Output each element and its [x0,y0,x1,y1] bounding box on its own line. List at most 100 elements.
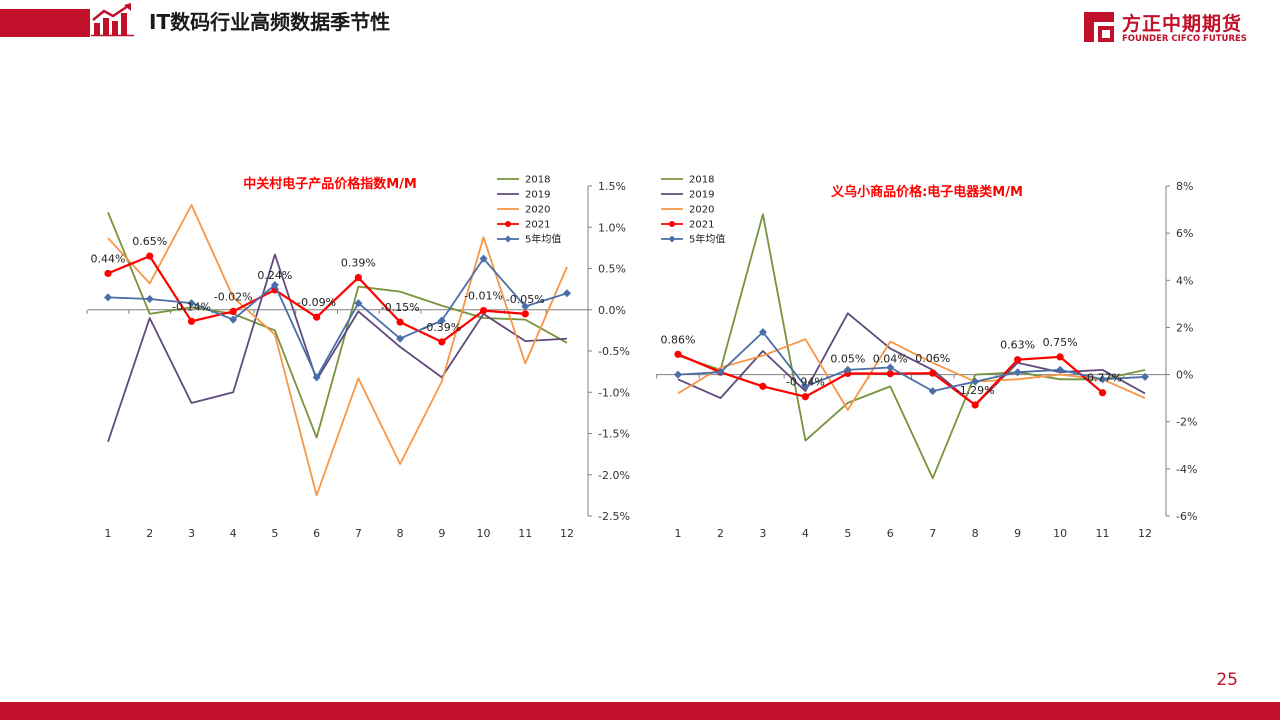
page-title: IT数码行业高频数据季节性 [149,10,391,34]
header-accent-bar [0,9,90,37]
point-2021 [1056,353,1064,361]
x-tick-label: 9 [438,527,445,540]
point-2021 [271,286,279,294]
bar-chart-growth-icon [91,3,134,37]
point-2021 [886,370,894,378]
legend-label: 2019 [689,190,714,201]
data-label: 0.06% [915,352,950,365]
x-tick-label: 7 [355,527,362,540]
founder-logo-icon [1084,12,1114,42]
x-tick-label: 9 [1014,527,1021,540]
point-avg [104,293,112,302]
data-label: -1.29% [956,384,995,397]
point-2021 [104,269,112,278]
legend-label: 2020 [689,205,714,216]
point-avg [674,370,682,379]
x-tick-label: 1 [675,527,682,540]
logo-chinese-name: 方正中期期货 [1122,13,1243,35]
data-label: -0.01% [464,290,503,303]
point-avg [758,328,767,337]
y-tick-label: -1.0% [598,386,630,399]
data-label: -0.14% [172,300,211,313]
chart-title: 义乌小商品价格:电子电器类M/M [831,184,1023,200]
series-line-0 [677,213,1146,480]
y-tick-label: 1.0% [598,221,626,234]
x-tick-label: 3 [759,527,766,540]
series-line-1 [677,312,1146,407]
x-tick-label: 7 [929,527,936,540]
point-2021 [438,338,446,346]
x-tick-label: 6 [313,527,320,540]
x-tick-label: 10 [477,527,491,540]
data-label: -0.94% [786,376,825,389]
series-line-4 [677,331,1146,392]
x-tick-label: 2 [146,527,153,540]
point-avg [437,316,446,325]
y-tick-label: -2.5% [598,510,630,523]
point-avg [1098,375,1107,384]
legend-marker [668,235,676,243]
chart-title: 中关村电子产品价格指数M/M [243,176,417,192]
y-tick-label: -2.0% [598,469,630,482]
point-2021 [1098,389,1107,397]
legend-label: 5年均值 [689,233,725,246]
y-tick-label: 2% [1176,321,1193,334]
x-tick-label: 5 [271,527,278,540]
page-number: 25 [1216,670,1238,690]
legend-marker [669,221,675,227]
data-label: 0.65% [132,235,167,248]
point-avg [886,363,895,372]
y-tick-label: 4% [1176,274,1193,287]
point-avg [396,334,405,343]
point-avg [1056,365,1065,374]
data-label: 0.24% [257,269,292,282]
x-tick-label: 12 [1138,527,1152,540]
data-label: 0.75% [1043,336,1078,349]
data-label: -0.05% [506,293,545,306]
data-label: 0.44% [91,252,126,265]
series-line-4 [107,257,568,379]
x-tick-label: 8 [397,527,404,540]
series-line-2 [107,204,568,497]
legend-label: 2020 [525,205,550,216]
y-tick-label: -0.5% [598,345,630,358]
point-avg [479,254,488,263]
y-tick-label: 8% [1176,180,1193,193]
point-avg [843,365,852,374]
x-tick-label: 5 [844,527,851,540]
data-label: -0.15% [381,301,420,314]
legend-marker [504,235,512,243]
point-avg [354,299,363,308]
point-2021 [479,306,488,315]
point-2021 [801,393,809,401]
x-tick-label: 8 [972,527,979,540]
point-2021 [229,307,237,315]
x-tick-label: 10 [1053,527,1067,540]
y-tick-label: 6% [1176,227,1193,240]
legend-marker [505,221,511,227]
point-avg [229,315,238,324]
point-2021 [971,401,979,409]
footer-accent-bar [0,702,1280,720]
y-tick-label: 0% [1176,369,1193,382]
data-label: -0.09% [297,296,336,309]
x-tick-label: 12 [560,527,574,540]
x-tick-label: 2 [717,527,724,540]
legend-label: 2018 [525,175,550,186]
data-label: 0.39% [341,257,376,270]
series-line-2 [677,338,1146,411]
point-2021 [521,310,529,318]
x-tick-label: 11 [1096,527,1110,540]
point-2021 [1014,356,1022,364]
legend-label: 2019 [525,190,550,201]
legend-label: 2021 [689,220,714,231]
point-avg [145,295,154,304]
x-tick-label: 4 [802,527,809,540]
point-2021 [929,369,937,377]
x-tick-label: 6 [887,527,894,540]
point-2021 [674,350,682,358]
point-2021 [313,313,321,321]
x-tick-label: 11 [518,527,532,540]
